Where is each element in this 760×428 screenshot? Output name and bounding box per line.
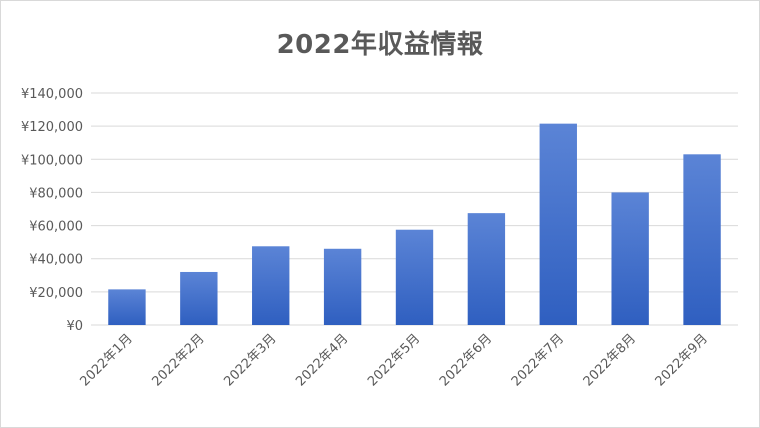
bar (180, 271, 218, 325)
bar (252, 246, 290, 325)
y-axis-ticks: ¥0 ¥20,000 ¥40,000 ¥60,000 ¥80,000 ¥100,000 ¥1… (21, 87, 83, 334)
bar (108, 289, 146, 325)
y-tick-label: ¥120,000 (21, 120, 83, 135)
x-tick-label: 2022年4月 (293, 331, 351, 389)
x-tick-label: 2022年7月 (509, 331, 567, 389)
bar (395, 229, 434, 325)
y-tick-label: ¥0 (66, 319, 83, 334)
x-tick-label: 2022年2月 (149, 331, 207, 389)
x-tick-label: 2022年1月 (78, 331, 136, 389)
y-tick-label: ¥20,000 (29, 286, 83, 301)
bar (467, 213, 506, 325)
bar (611, 192, 649, 325)
bar (539, 123, 577, 326)
bars (108, 123, 721, 326)
bar (323, 248, 362, 325)
chart-title: 2022年収益情報 (276, 30, 484, 60)
y-tick-label: ¥60,000 (29, 220, 83, 235)
y-tick-label: ¥80,000 (29, 186, 83, 201)
x-axis-ticks: 2022年1月 2022年2月 2022年3月 2022年4月 2022年5月 2022年… (78, 331, 711, 389)
y-tick-label: ¥40,000 (29, 253, 83, 268)
x-tick-label: 2022年9月 (653, 331, 711, 389)
x-tick-label: 2022年6月 (437, 331, 495, 389)
x-tick-label: 2022年5月 (365, 331, 423, 389)
bar (683, 154, 721, 325)
x-tick-label: 2022年3月 (221, 331, 279, 389)
x-tick-label: 2022年8月 (581, 331, 639, 389)
y-tick-label: ¥100,000 (21, 153, 83, 168)
y-tick-label: ¥140,000 (21, 87, 83, 102)
